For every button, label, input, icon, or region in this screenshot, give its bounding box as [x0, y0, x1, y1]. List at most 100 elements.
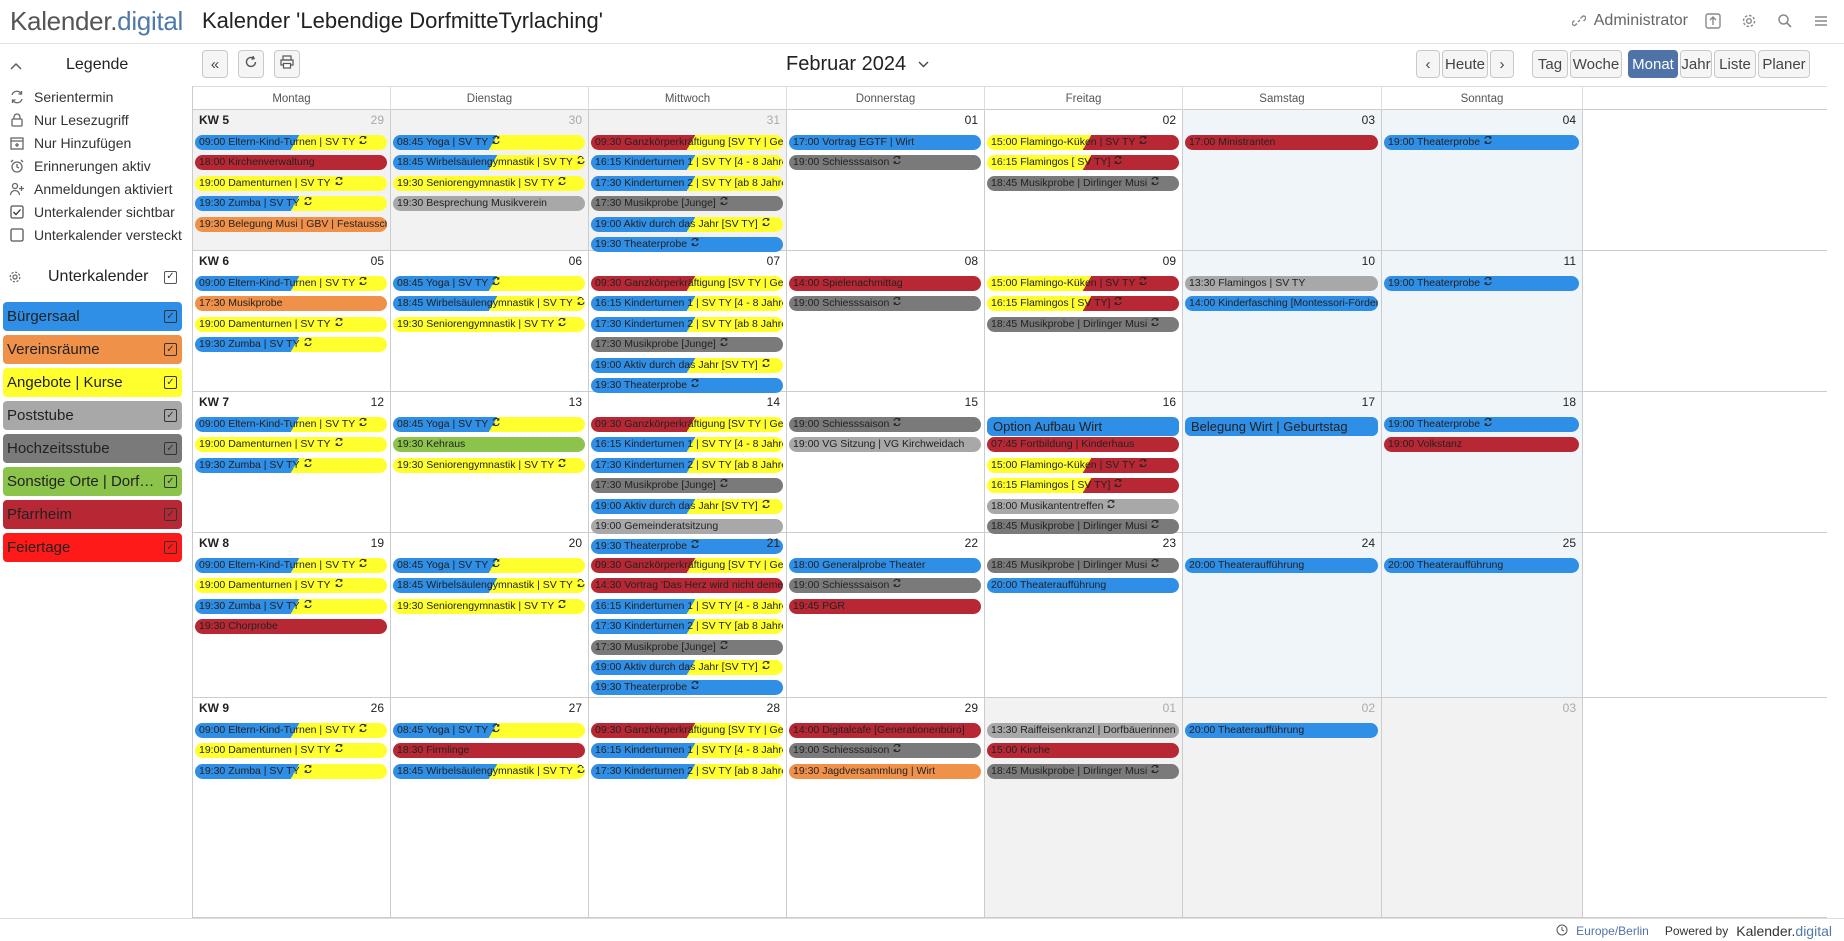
footer-brand[interactable]: Kalender.digital [1736, 923, 1832, 939]
calendar-event[interactable]: 19:30 Seniorengymnastik | SV TY [393, 457, 585, 473]
calendar-event[interactable]: 17:30 Kinderturnen 2 | SV TY [ab 8 Jahre… [591, 457, 783, 473]
calendar-event[interactable]: Belegung Wirt | Geburtstag [1185, 417, 1378, 436]
calendar-event[interactable]: 19:30 Zumba | SV TY [195, 598, 387, 614]
calendar-event[interactable]: 19:00 Theaterprobe [1384, 417, 1579, 432]
calendar-event[interactable]: 14:00 Spielenachmittag [789, 276, 981, 291]
day-number[interactable]: 10 [1361, 254, 1375, 268]
view-button-liste[interactable]: Liste [1714, 50, 1756, 78]
day-cell[interactable]: 29 14:00 Digitalcafe [Generationenbüro] 19… [787, 698, 985, 917]
subcalendar-checkbox[interactable]: ✓ [164, 376, 177, 389]
next-button[interactable]: › [1490, 50, 1514, 78]
subcalendar-item[interactable]: Bürgersaal ✓ [3, 302, 182, 331]
calendar-event[interactable]: 09:30 Ganzkörperkräftigung [SV TY | Gene… [591, 135, 783, 150]
calendar-event[interactable]: 19:00 Schiesssaison [789, 296, 981, 312]
calendar-event[interactable]: 18:45 Wirbelsäulengymnastik | SV TY [393, 155, 585, 171]
calendar-event[interactable]: 13:30 Raiffeisenkranzl | Dorfbäuerinnen [987, 723, 1179, 738]
day-number[interactable]: 12 [370, 395, 384, 409]
day-number[interactable]: 11 [1563, 254, 1576, 268]
day-number[interactable]: 26 [370, 701, 384, 715]
day-cell[interactable]: 23 18:45 Musikprobe | Dirlinger Musi 20:00… [985, 533, 1183, 697]
day-cell[interactable]: 01 13:30 Raiffeisenkranzl | Dorfbäuerinne… [985, 698, 1183, 917]
calendar-event[interactable]: 15:00 Flamingo-Küken | SV TY [987, 457, 1179, 473]
day-number[interactable]: 01 [964, 113, 978, 127]
day-number[interactable]: 22 [964, 536, 978, 550]
calendar-event[interactable]: 19:30 Kehraus [393, 437, 585, 453]
chevron-up-icon[interactable] [10, 57, 28, 73]
day-cell[interactable]: KW 9 26 09:00 Eltern-Kind-Turnen | SV TY 19… [193, 698, 391, 917]
calendar-event[interactable]: 08:45 Yoga | SV TY [393, 723, 585, 738]
brand-logo[interactable]: Kalender.digital [10, 6, 183, 37]
calendar-event[interactable]: 20:00 Theateraufführung [1185, 723, 1378, 738]
subcalendar-checkbox[interactable]: ✓ [164, 508, 177, 521]
calendar-event[interactable]: 18:45 Musikprobe | Dirlinger Musi [987, 519, 1179, 534]
legend-header[interactable]: Legende [0, 45, 190, 85]
calendar-event[interactable]: 19:00 Damenturnen | SV TY [195, 316, 387, 332]
day-cell[interactable]: KW 8 19 09:00 Eltern-Kind-Turnen | SV TY 19… [193, 533, 391, 697]
day-cell[interactable]: 07 09:30 Ganzkörperkräftigung [SV TY | Ge… [589, 251, 787, 393]
calendar-event[interactable]: 19:00 Gemeinderatsitzung [591, 519, 783, 534]
day-number[interactable]: 24 [1361, 536, 1375, 550]
calendar-event[interactable]: 18:45 Musikprobe | Dirlinger Musi [987, 316, 1179, 332]
calendar-event[interactable]: 20:00 Theateraufführung [1185, 558, 1378, 573]
calendar-event[interactable]: 09:00 Eltern-Kind-Turnen | SV TY [195, 723, 387, 738]
calendar-event[interactable]: 19:30 Zumba | SV TY [195, 337, 387, 353]
calendar-event[interactable]: 18:45 Musikprobe | Dirlinger Musi [987, 763, 1179, 779]
calendar-event[interactable]: 19:30 Seniorengymnastik | SV TY [393, 175, 585, 191]
view-button-tag[interactable]: Tag [1532, 50, 1568, 78]
subcalendar-checkbox[interactable]: ✓ [164, 310, 177, 323]
day-number[interactable]: 01 [1162, 701, 1176, 715]
calendar-event[interactable]: 09:30 Ganzkörperkräftigung [SV TY | Gene… [591, 276, 783, 291]
day-cell[interactable]: 06 08:45 Yoga | SV TY 18:45 Wirbelsäulengy… [391, 251, 589, 391]
admin-link[interactable]: Administrator [1568, 10, 1688, 32]
day-cell[interactable]: 04 19:00 Theaterprobe [1382, 110, 1583, 250]
calendar-event[interactable]: 18:30 Firmlinge [393, 743, 585, 759]
gear-icon[interactable] [8, 270, 22, 284]
calendar-event[interactable]: 18:45 Musikprobe | Dirlinger Musi [987, 175, 1179, 191]
calendar-event[interactable]: 19:30 Zumba | SV TY [195, 457, 387, 473]
week-number[interactable]: KW 8 [199, 536, 229, 550]
calendar-event[interactable]: 19:30 Zumba | SV TY [195, 196, 387, 212]
day-cell[interactable]: KW 7 12 09:00 Eltern-Kind-Turnen | SV TY 19… [193, 392, 391, 532]
calendar-event[interactable]: 09:00 Eltern-Kind-Turnen | SV TY [195, 135, 387, 150]
calendar-event[interactable]: 09:30 Ganzkörperkräftigung [SV TY | Gene… [591, 558, 783, 573]
day-cell[interactable]: 28 09:30 Ganzkörperkräftigung [SV TY | Ge… [589, 698, 787, 917]
day-number[interactable]: 29 [964, 701, 978, 715]
day-number[interactable]: 05 [370, 254, 384, 268]
day-cell[interactable]: 03 [1382, 698, 1583, 917]
calendar-event[interactable]: 17:00 Ministranten [1185, 135, 1378, 150]
calendar-event[interactable]: 19:30 Theaterprobe [591, 539, 783, 555]
calendar-event[interactable]: 17:30 Musikprobe [Junge] [591, 639, 783, 655]
calendar-event[interactable]: 09:30 Ganzkörperkräftigung [SV TY | Gene… [591, 417, 783, 432]
calendar-event[interactable]: 19:45 PGR [789, 598, 981, 614]
subcalendar-item[interactable]: Vereinsräume ✓ [3, 335, 182, 364]
day-cell[interactable]: 14 09:30 Ganzkörperkräftigung [SV TY | Ge… [589, 392, 787, 555]
day-number[interactable]: 30 [568, 113, 582, 127]
day-number[interactable]: 20 [568, 536, 582, 550]
calendar-event[interactable]: 08:45 Yoga | SV TY [393, 135, 585, 150]
calendar-event[interactable]: 19:00 Damenturnen | SV TY [195, 437, 387, 453]
day-number[interactable]: 23 [1162, 536, 1176, 550]
calendar-event[interactable]: 19:30 Chorprobe [195, 619, 387, 635]
calendar-event[interactable]: 16:15 Kinderturnen 1 | SV TY [4 - 8 Jahr… [591, 743, 783, 759]
day-number[interactable]: 28 [766, 701, 780, 715]
day-number[interactable]: 09 [1162, 254, 1176, 268]
select-all-checkbox[interactable]: ✓ [164, 270, 177, 284]
day-number[interactable]: 29 [370, 113, 384, 127]
calendar-event[interactable]: 19:00 Damenturnen | SV TY [195, 175, 387, 191]
day-number[interactable]: 13 [568, 395, 582, 409]
calendar-event[interactable]: 18:45 Musikprobe | Dirlinger Musi [987, 558, 1179, 573]
calendar-event[interactable]: 09:00 Eltern-Kind-Turnen | SV TY [195, 276, 387, 291]
calendar-event[interactable]: 19:00 Theaterprobe [1384, 135, 1579, 150]
day-cell[interactable]: 22 18:00 Generalprobe Theater 19:00 Schies… [787, 533, 985, 697]
day-cell[interactable]: 24 20:00 Theateraufführung [1183, 533, 1382, 697]
day-number[interactable]: 07 [766, 254, 780, 268]
day-cell[interactable]: KW 5 29 09:00 Eltern-Kind-Turnen | SV TY 18… [193, 110, 391, 250]
timezone-link[interactable]: Europe/Berlin [1576, 924, 1649, 938]
calendar-event[interactable]: 19:00 Damenturnen | SV TY [195, 578, 387, 594]
day-cell[interactable]: 01 17:00 Vortrag EGTF | Wirt 19:00 Schiess… [787, 110, 985, 250]
calendar-event[interactable]: 08:45 Yoga | SV TY [393, 276, 585, 291]
month-selector[interactable]: Februar 2024 [786, 53, 929, 76]
calendar-event[interactable]: 13:30 Flamingos | SV TY [1185, 276, 1378, 291]
day-cell[interactable]: 30 08:45 Yoga | SV TY 18:45 Wirbelsäulengy… [391, 110, 589, 250]
calendar-event[interactable]: 16:15 Kinderturnen 1 | SV TY [4 - 8 Jahr… [591, 437, 783, 453]
